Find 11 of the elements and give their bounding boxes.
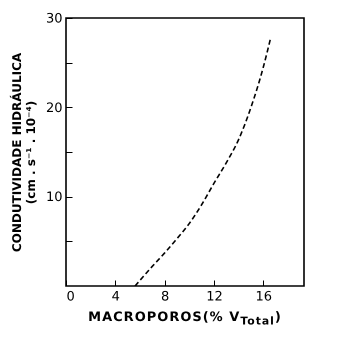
y-tick-label: 20 [46, 100, 62, 116]
x-tick-label: 12 [206, 290, 223, 304]
x-tick-label: 0 [66, 290, 75, 304]
y-tick-label: 10 [46, 190, 62, 206]
x-axis-title: MACROPOROS(% V$_{Total}$) [87, 310, 283, 328]
text: CONDUTIVIDADE HIDRÁULICA [10, 52, 24, 252]
y-tick-label: 30 [46, 12, 62, 26]
text: (cm . s⁻¹ . 10⁻⁴) [24, 100, 38, 204]
x-tick-label: 8 [161, 290, 170, 304]
x-tick-label: 16 [256, 290, 272, 304]
x-tick-label: 4 [112, 290, 120, 304]
